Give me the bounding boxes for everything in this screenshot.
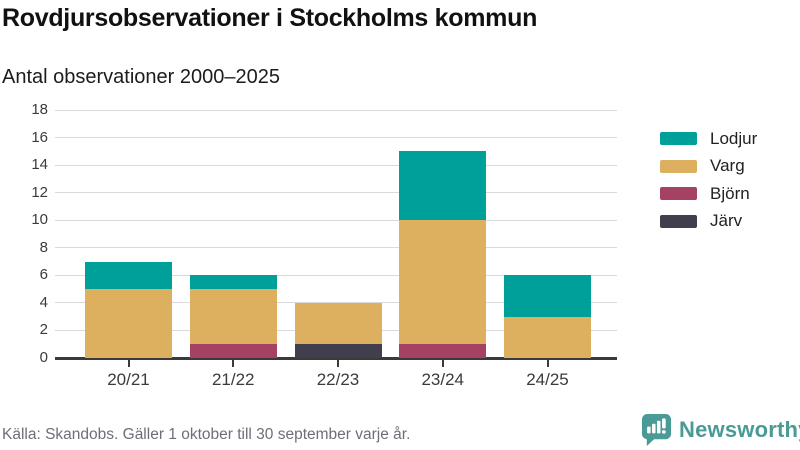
- gridline: [55, 219, 617, 221]
- y-axis-label: 2: [39, 321, 48, 339]
- gridline: [55, 137, 617, 139]
- chart-subtitle: Antal observationer 2000–2025: [2, 66, 280, 88]
- x-axis-tick: [232, 360, 235, 367]
- bar-segment-björn-23-24: [399, 344, 487, 358]
- bar-segment-lodjur-24-25: [504, 275, 591, 317]
- gridline: [55, 192, 617, 194]
- source-note: Källa: Skandobs. Gäller 1 oktober till 3…: [2, 426, 411, 443]
- legend-label: Järv: [710, 211, 743, 230]
- legend-swatch: [660, 132, 697, 145]
- x-axis-tick: [337, 360, 339, 367]
- plot-area: 0 2 4 6 8 10 12 14 16 18 20/21 21/22 22/23 23/24 24/25: [31, 101, 617, 389]
- x-axis-label: 22/23: [316, 370, 360, 389]
- bar-segment-varg-22-23: [294, 302, 382, 345]
- y-axis-label: 16: [31, 128, 48, 146]
- bar-segment-järv-22-23: [294, 344, 382, 358]
- y-axis-label: 8: [39, 238, 48, 256]
- newsworthy-logo-text: Newsworthy: [679, 417, 800, 442]
- y-axis-label: 12: [31, 183, 48, 201]
- newsworthy-logo: Newsworthy: [641, 413, 800, 447]
- bar-segment-lodjur-21-22: [189, 275, 277, 290]
- gridline: [55, 109, 617, 111]
- bar-segment-lodjur-20-21: [85, 261, 172, 290]
- y-axis-label: 18: [31, 101, 48, 118]
- y-axis-label: 6: [39, 266, 48, 284]
- y-axis-label: 0: [39, 349, 48, 366]
- chart-title: Rovdjursobservationer i Stockholms kommu…: [2, 4, 538, 32]
- legend-item-lodjur: Lodjur: [660, 128, 758, 148]
- x-axis-label: 23/24: [421, 370, 465, 389]
- y-axis-label: 4: [39, 293, 48, 311]
- y-axis-label: 10: [31, 211, 48, 229]
- bar-segment-varg-21-22: [189, 289, 277, 345]
- gridline: [55, 247, 617, 249]
- x-axis-line: [55, 357, 617, 360]
- x-axis-tick: [546, 360, 549, 367]
- legend-label: Lodjur: [710, 128, 758, 148]
- bar-segment-björn-21-22: [189, 344, 277, 358]
- legend-swatch: [660, 159, 697, 173]
- x-axis-label: 20/21: [107, 370, 150, 389]
- gridline: [55, 302, 617, 304]
- gridline: [55, 164, 617, 166]
- bar-segment-varg-24-25: [504, 316, 591, 358]
- gridline: [55, 274, 617, 276]
- legend-label: Varg: [710, 156, 745, 175]
- x-axis-tick: [127, 360, 130, 367]
- x-axis-label: 21/22: [211, 370, 255, 389]
- legend-item-varg: Varg: [660, 156, 757, 175]
- legend-swatch: [660, 214, 697, 228]
- legend: Lodjur Varg Björn Järv: [660, 128, 758, 240]
- bar-segment-varg-20-21: [85, 289, 172, 358]
- y-axis-label: 14: [31, 156, 48, 174]
- legend-item-björn: Björn: [660, 183, 757, 203]
- bar-segment-lodjur-23-24: [399, 151, 487, 221]
- x-axis-tick: [441, 360, 444, 367]
- x-axis-label: 24/25: [526, 370, 569, 389]
- newsworthy-logo-icon: [641, 414, 672, 446]
- legend-label: Björn: [710, 183, 750, 203]
- bar-segment-varg-23-24: [399, 220, 487, 345]
- legend-item-järv: Järv: [660, 211, 757, 230]
- legend-swatch: [660, 187, 697, 200]
